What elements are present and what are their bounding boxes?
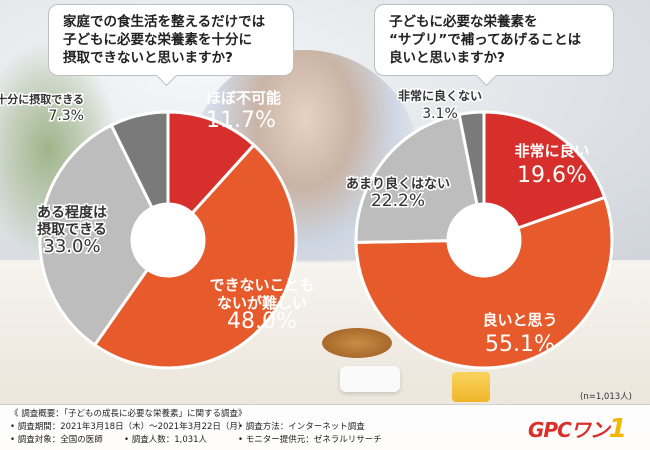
slice-value: 19.6% [517, 163, 587, 188]
background-cup [340, 366, 400, 392]
footer-item: • 調査方法：インターネット調査 [238, 422, 365, 432]
donut-slice [92, 142, 298, 370]
background-juice [452, 372, 490, 402]
slice-value: 22.2% [371, 191, 425, 211]
footer-item: • 調査対象：全国の医師 [10, 435, 103, 445]
logo-text: GPCワン [528, 418, 610, 442]
gpc-logo: GPCワン1 [528, 414, 627, 444]
slice-label: 十分に摂取できる [0, 92, 84, 106]
question-right-line: 良いと思いますか? [389, 50, 505, 66]
slice-value: 33.0% [43, 236, 100, 257]
slice-value: 55.1% [485, 332, 555, 357]
donut-slice [38, 123, 155, 348]
donut-hole [133, 205, 203, 275]
slice-label: ないが難しい [217, 294, 307, 312]
slice-label: ある程度は [37, 204, 107, 221]
footer-item: • モニター提供元：ゼネラルリサーチ [238, 435, 382, 445]
donut-slice [354, 195, 614, 370]
donut-slice [109, 110, 170, 210]
donut-hole [449, 205, 519, 275]
background-bread [322, 328, 392, 358]
slice-label: 良いと思う [482, 311, 557, 329]
slice-value: 11.7% [206, 108, 276, 133]
question-left: 家庭での食生活を整えるだけでは 子どもに必要な栄養素を十分に 摂取できないと思い… [48, 4, 294, 87]
donut-slice [354, 112, 479, 244]
footer-item: • 調査人数：1,031人 [124, 435, 208, 445]
footer-title: 《 調査概要：「子どもの成長に必要な栄養素」に関する調査》 [10, 409, 247, 419]
slice-label: あまり良くはない [346, 176, 450, 192]
question-right: 子どもに必要な栄養素を “サプリ”で補ってあげることは 良いと思いますか? [374, 4, 614, 87]
slice-label: 非常に良い [514, 142, 589, 160]
slice-label: ほぼ不可能 [206, 89, 281, 107]
slice-label: 摂取できる [37, 221, 107, 238]
donut-slice [482, 110, 607, 230]
slice-value: 7.3% [48, 108, 84, 124]
sample-size: (n=1,013人) [580, 392, 632, 402]
question-left-line: 子どもに必要な栄養素を十分に [63, 32, 252, 48]
donut-slice [457, 110, 486, 207]
footer-item: • 調査期間：2021年3月18日（木）〜2021年3月22日（月） [10, 422, 247, 432]
slice-label: 非常に良くない [398, 88, 482, 103]
slice-value: 48.0% [227, 309, 297, 334]
logo-mark: 1 [608, 414, 627, 444]
slice-label: できないことも [209, 276, 314, 294]
question-right-line: “サプリ”で補ってあげることは [389, 32, 582, 48]
question-right-line: 子どもに必要な栄養素を [389, 14, 538, 30]
slice-value: 3.1% [422, 106, 458, 122]
survey-footer: 《 調査概要：「子どもの成長に必要な栄養素」に関する調査》 • 調査期間：202… [0, 404, 650, 450]
question-left-line: 家庭での食生活を整えるだけでは [63, 14, 266, 30]
question-left-line: 摂取できないと思いますか? [63, 50, 233, 66]
